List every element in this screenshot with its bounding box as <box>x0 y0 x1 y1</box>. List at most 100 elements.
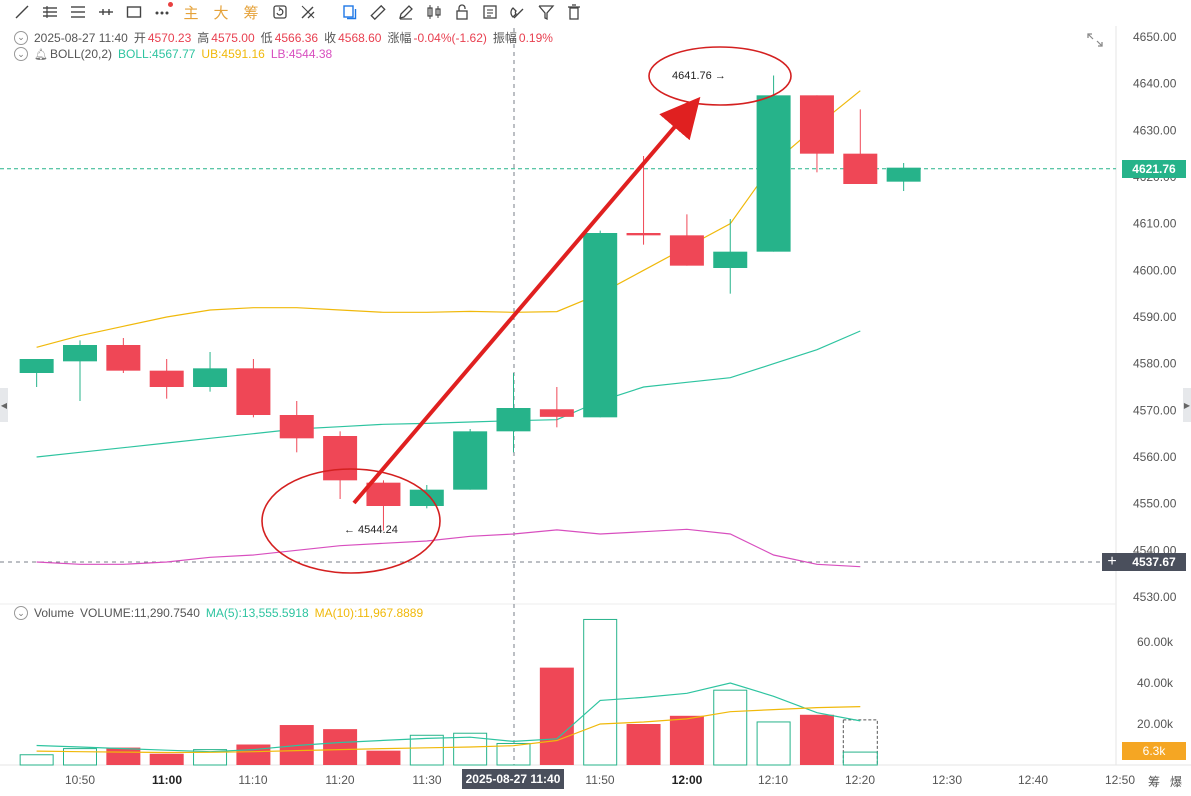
time-axis-label: 11:00 <box>152 773 182 787</box>
volume-bar <box>149 753 184 765</box>
candle-body <box>366 482 401 506</box>
time-axis: 10:50 11:00 11:10 11:20 11:30 11:50 12:00 12:10… <box>65 773 1135 787</box>
notification-dot <box>168 2 173 7</box>
notes-icon[interactable] <box>476 1 504 23</box>
crosshair-time-tag: 2025-08-27 11:40 <box>462 769 564 789</box>
volume-bar <box>799 714 834 765</box>
lock-icon[interactable] <box>448 1 476 23</box>
price-axis-label: 4630.00 <box>1133 123 1177 137</box>
candle-body <box>886 167 921 182</box>
candle-body <box>583 233 618 418</box>
candle-body <box>106 345 141 371</box>
price-axis-label: 4560.00 <box>1133 450 1177 464</box>
candle-body <box>539 409 574 417</box>
volume-bar <box>842 751 878 766</box>
boll-mid-value: BOLL:4567.77 <box>118 47 196 61</box>
time-axis-label: 10:50 <box>65 773 95 787</box>
volume-axis-label: 40.00k <box>1137 676 1174 690</box>
collapse-chevron-icon[interactable]: ⌄ <box>14 606 28 620</box>
trend-line-tool-icon[interactable] <box>8 1 36 23</box>
alarm-bell-icon[interactable]: 🔔︎ <box>34 48 48 61</box>
big-order-button[interactable]: 大 <box>213 4 229 22</box>
fullscreen-icon[interactable] <box>1085 31 1105 49</box>
boll-mid-line <box>36 330 861 458</box>
main-force-button[interactable]: 主 <box>183 4 199 22</box>
refresh-icon[interactable] <box>266 1 294 23</box>
price-axis-label: 4610.00 <box>1133 217 1177 231</box>
candle-body <box>19 359 54 373</box>
candlestick-type-icon[interactable] <box>420 1 448 23</box>
volume-bar <box>453 732 488 766</box>
volume-bar <box>63 748 97 766</box>
ohlc-amplitude: 0.19% <box>518 30 553 45</box>
candle-body <box>453 431 488 490</box>
volume-bar <box>713 689 748 766</box>
candle-body <box>149 370 184 387</box>
volume-ma5-line <box>36 682 861 753</box>
candle-body <box>626 233 661 236</box>
volume-bar <box>106 747 141 765</box>
volume-axis-label: 60.00k <box>1137 635 1174 649</box>
chip-button[interactable]: 筹 <box>1148 775 1161 789</box>
time-axis-label: 11:10 <box>238 773 267 787</box>
toolbar: 主 大 筹 <box>0 0 1191 24</box>
explode-button[interactable]: 爆 <box>1170 775 1183 789</box>
price-axis-label: 4650.00 <box>1133 30 1177 44</box>
volume-bar <box>236 744 271 765</box>
ohlc-low: 4566.36 <box>274 30 319 45</box>
candle-body <box>496 408 531 432</box>
ruler-icon[interactable] <box>364 1 392 23</box>
magnet-icon[interactable] <box>504 1 532 23</box>
parallel-lines-tool-icon[interactable] <box>36 1 64 23</box>
current-price-tag: 4621.76 <box>1122 160 1186 178</box>
time-axis-label: 11:50 <box>585 773 614 787</box>
price-axis-label: 4590.00 <box>1133 310 1177 324</box>
candle-body <box>409 489 444 506</box>
volume-ma10-line <box>36 706 861 754</box>
volume-bar <box>626 724 661 765</box>
price-axis-label: 4570.00 <box>1133 403 1177 417</box>
price-axis-label: 4640.00 <box>1133 77 1177 91</box>
low-circle-annotation[interactable] <box>261 468 441 574</box>
more-tools-icon[interactable] <box>148 1 176 23</box>
trash-icon[interactable] <box>560 1 588 23</box>
hide-drawings-icon[interactable] <box>294 1 322 23</box>
high-circle-annotation[interactable] <box>648 46 792 106</box>
candle-body <box>236 368 271 415</box>
time-axis-label: 12:30 <box>932 773 962 787</box>
channel-tool-icon[interactable] <box>64 1 92 23</box>
scroll-left-icon[interactable]: ◀ <box>0 388 8 422</box>
price-axis-label: 4600.00 <box>1133 263 1177 277</box>
candle-body <box>713 251 748 268</box>
volume-bars <box>19 618 878 766</box>
volume-ma-lines <box>36 682 861 754</box>
candle-body <box>63 345 97 362</box>
add-price-alert-icon[interactable]: + <box>1102 553 1122 571</box>
volume-bar <box>496 742 531 766</box>
candle-body <box>279 415 314 439</box>
volume-info-row: ⌄ Volume VOLUME:11,290.7540 MA(5):13,555… <box>14 606 429 620</box>
time-axis-label: 12:40 <box>1018 773 1048 787</box>
ohlc-info-row: ⌄ 2025-08-27 11:40 开 4570.23 高 4575.00 低 45… <box>14 29 559 46</box>
pen-icon[interactable] <box>392 1 420 23</box>
volume-bar <box>583 618 618 766</box>
filter-icon[interactable] <box>532 1 560 23</box>
volume-bar-pending <box>842 719 878 766</box>
collapse-chevron-icon[interactable]: ⌄ <box>14 47 28 61</box>
horizontal-line-tool-icon[interactable] <box>92 1 120 23</box>
copy-icon[interactable] <box>336 1 364 23</box>
scroll-right-icon[interactable]: ▶ <box>1183 388 1191 422</box>
boll-lower-line <box>36 528 861 568</box>
high-price-annotation: 4641.76 → <box>672 70 726 82</box>
chip-distribution-button[interactable]: 筹 <box>243 4 259 22</box>
volume-bar <box>19 754 54 766</box>
volume-bar <box>669 715 704 765</box>
volume-bar <box>539 667 574 765</box>
candles <box>19 75 921 531</box>
candle-body <box>843 153 878 184</box>
rectangle-tool-icon[interactable] <box>120 1 148 23</box>
candle-body <box>193 368 228 387</box>
collapse-chevron-icon[interactable]: ⌄ <box>14 30 28 45</box>
uptrend-arrow-annotation[interactable] <box>352 96 701 505</box>
